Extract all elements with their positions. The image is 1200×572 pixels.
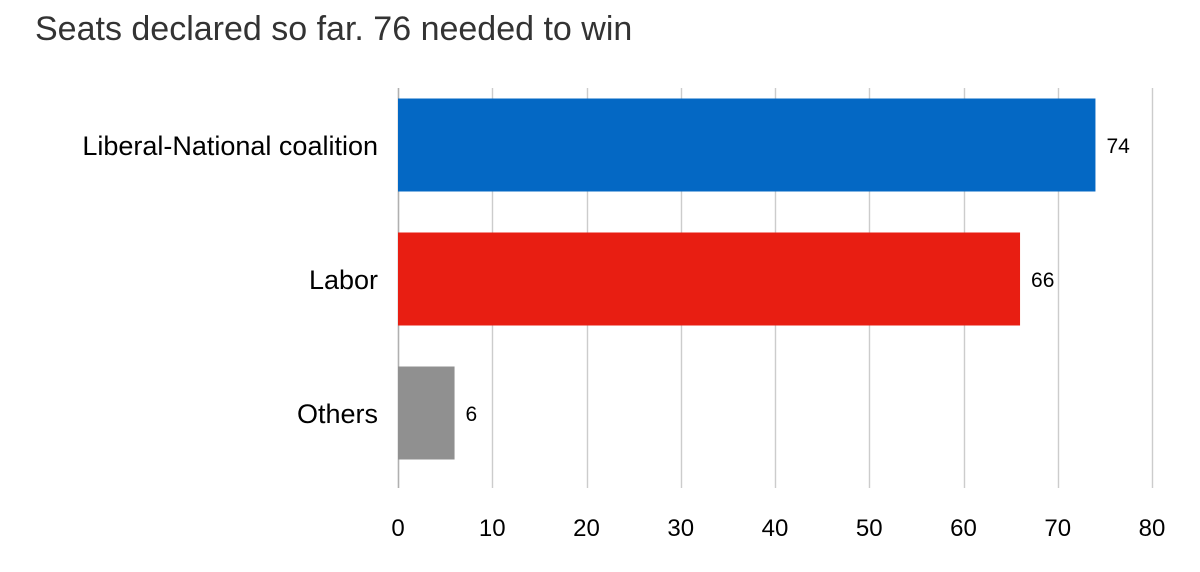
x-tick-label: 50 [856,515,883,542]
value-label: 74 [1106,135,1130,158]
bar-liberal-national-coalition [398,98,1096,192]
bar-layer [398,98,1096,460]
bar-labor [398,232,1021,326]
value-label: 6 [466,403,478,426]
x-axis-ticks: 0 10 20 30 40 50 60 70 80 [391,515,1165,542]
chart-title: Seats declared so far. 76 needed to win [35,10,633,48]
bar-others [398,366,455,460]
x-tick-label: 0 [391,515,404,542]
x-tick-label: 40 [762,515,789,542]
x-tick-label: 10 [479,515,506,542]
x-tick-label: 80 [1139,515,1166,542]
category-label: Labor [309,265,378,295]
category-label: Others [297,399,378,429]
x-tick-label: 30 [667,515,694,542]
x-tick-label: 70 [1044,515,1071,542]
category-label: Liberal-National coalition [82,131,378,161]
x-tick-label: 60 [950,515,977,542]
value-label: 66 [1031,269,1054,292]
y-axis-categories: Liberal-National coalition Labor Others [82,131,378,429]
x-tick-label: 20 [573,515,600,542]
